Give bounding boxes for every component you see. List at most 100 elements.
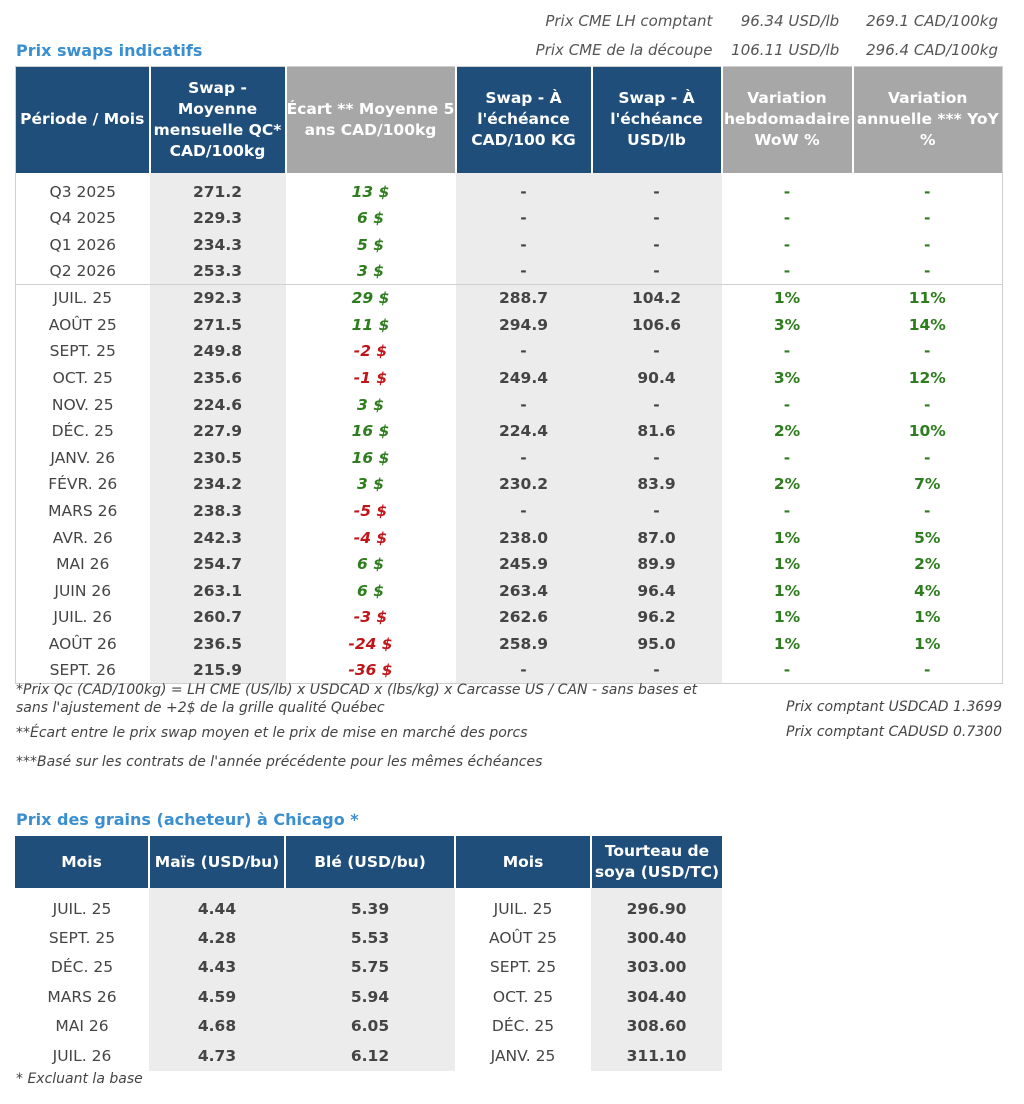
- soymeal-price-cell: 308.60: [591, 1011, 722, 1041]
- swap-avg-cell: 249.8: [149, 338, 286, 365]
- ecart-cell: 16 $: [351, 422, 390, 441]
- swap-usd-cell: 104.2: [591, 284, 722, 312]
- period-cell: MAI 26: [56, 555, 110, 574]
- ecart-cell: -5 $: [353, 501, 388, 520]
- grain-month-cell: MAI 26: [55, 1017, 109, 1036]
- wow-cell: 1%: [773, 634, 801, 653]
- ecart-cell: 16 $: [351, 448, 390, 467]
- cme-cutout-cad: 296.4 CAD/100kg: [866, 41, 998, 59]
- swap-cad-cell: -: [455, 497, 592, 525]
- period-cell: FÉVR. 26: [48, 475, 118, 494]
- table-row: JANV. 26 230.5 16 $ - - - -: [16, 444, 1003, 472]
- yoy-cell: -: [924, 182, 931, 201]
- yoy-cell: 10%: [908, 422, 946, 441]
- swap-avg-cell: 227.9: [149, 417, 286, 445]
- table-row: Q1 2026 234.3 5 $ - - - -: [16, 231, 1003, 259]
- grains-table-body: JUIL. 25 4.44 5.39 JUIL. 25 296.90 SEPT. 25 4.…: [15, 888, 722, 1071]
- usdcad-rate: Prix comptant USDCAD 1.3699: [786, 699, 1002, 715]
- soymeal-month-cell: JANV. 25: [490, 1046, 556, 1065]
- grain-col-wheat: Blé (USD/bu): [285, 836, 456, 888]
- swap-avg-cell: 230.5: [149, 444, 286, 472]
- table-row: JUIN 26 263.1 6 $ 263.4 96.4 1% 4%: [16, 577, 1003, 604]
- col-header-wow: Variation hebdomadaire WoW %: [721, 66, 854, 173]
- swap-usd-cell: 95.0: [591, 630, 722, 658]
- grain-col-month: Mois: [15, 836, 150, 888]
- wow-cell: 1%: [773, 581, 801, 600]
- swap-usd-cell: -: [591, 657, 722, 684]
- period-cell: AOÛT 26: [48, 634, 117, 653]
- swap-cad-cell: 262.6: [455, 604, 592, 631]
- note-qc-line1: *Prix Qc (CAD/100kg) = LH CME (US/lb) x …: [16, 682, 698, 698]
- wow-cell: 1%: [773, 528, 801, 547]
- swap-avg-cell: 234.3: [149, 231, 286, 259]
- swap-avg-cell: 292.3: [149, 284, 286, 312]
- ecart-cell: 3 $: [357, 395, 384, 414]
- swap-cad-cell: -: [455, 444, 592, 472]
- cme-cutout-label: Prix CME de la découpe: [535, 41, 713, 59]
- grain-month-cell: JUIL. 25: [52, 899, 112, 918]
- soymeal-price-cell: 311.10: [591, 1041, 722, 1071]
- period-cell: AOÛT 25: [48, 315, 117, 334]
- swap-cad-cell: 249.4: [455, 364, 592, 392]
- swap-usd-cell: 89.9: [591, 550, 722, 578]
- col-header-swap-avg: Swap - Moyenne mensuelle QC* CAD/100kg: [149, 66, 287, 173]
- swap-usd-cell: -: [591, 178, 722, 206]
- period-cell: JUIN 26: [54, 581, 112, 600]
- swap-avg-cell: 229.3: [149, 205, 286, 232]
- col-header-period: Période / Mois: [15, 66, 151, 173]
- table-row: JUIL. 25 4.44 5.39 JUIL. 25 296.90: [15, 888, 722, 923]
- corn-price-cell: 4.73: [149, 1041, 285, 1071]
- yoy-cell: 12%: [908, 368, 946, 387]
- cme-lh-cad: 269.1 CAD/100kg: [866, 12, 998, 30]
- swap-cad-cell: 238.0: [455, 524, 592, 551]
- table-row: SEPT. 25 249.8 -2 $ - - - -: [16, 338, 1003, 365]
- swap-cad-cell: -: [455, 205, 592, 232]
- wow-cell: 2%: [773, 422, 801, 441]
- period-cell: Q4 2025: [49, 209, 116, 228]
- wheat-price-cell: 5.53: [285, 923, 455, 953]
- swap-avg-cell: 263.1: [149, 577, 286, 604]
- wow-cell: 3%: [773, 315, 801, 334]
- swap-avg-cell: 271.2: [149, 178, 286, 206]
- wheat-price-cell: 5.94: [285, 982, 455, 1012]
- wheat-price-cell: 6.05: [285, 1011, 455, 1041]
- col-header-yoy: Variation annuelle *** YoY %: [852, 66, 1003, 173]
- yoy-cell: -: [924, 262, 931, 281]
- ecart-cell: -36 $: [348, 661, 393, 680]
- yoy-cell: 5%: [914, 528, 941, 547]
- yoy-cell: 2%: [914, 555, 941, 574]
- swaps-table: Période / Mois Swap - Moyenne mensuelle …: [15, 66, 1003, 685]
- grains-footnote: * Excluant la base: [16, 1071, 143, 1087]
- period-cell: SEPT. 26: [49, 661, 116, 680]
- cme-lh-label: Prix CME LH comptant: [545, 12, 713, 30]
- ecart-cell: 13 $: [351, 182, 390, 201]
- soymeal-month-cell: DÉC. 25: [491, 1017, 555, 1036]
- soymeal-price-cell: 296.90: [591, 888, 722, 923]
- yoy-cell: -: [924, 209, 931, 228]
- swap-cad-cell: 288.7: [455, 284, 592, 312]
- swap-cad-cell: -: [455, 338, 592, 365]
- swap-usd-cell: -: [591, 444, 722, 472]
- wow-cell: -: [783, 182, 791, 201]
- grains-section-title: Prix des grains (acheteur) à Chicago *: [16, 810, 359, 829]
- swaps-section-title: Prix swaps indicatifs: [16, 41, 203, 60]
- cme-lh-cash-price-line: Prix CME LH comptant 96.34 USD/lb 269.1 …: [332, 12, 998, 30]
- note-ecart: **Écart entre le prix swap moyen et le p…: [16, 725, 528, 741]
- swap-cad-cell: 258.9: [455, 630, 592, 658]
- col-header-swap-usd: Swap - À l'échéance USD/lb: [591, 66, 723, 173]
- period-cell: Q2 2026: [49, 262, 116, 281]
- table-row: AOÛT 25 271.5 11 $ 294.9 106.6 3% 14%: [16, 311, 1003, 339]
- ecart-cell: 3 $: [357, 262, 384, 281]
- table-row: FÉVR. 26 234.2 3 $ 230.2 83.9 2% 7%: [16, 471, 1003, 498]
- period-cell: DÉC. 25: [51, 422, 114, 441]
- swap-cad-cell: -: [455, 657, 592, 684]
- table-row: DÉC. 25 4.43 5.75 SEPT. 25 303.00: [15, 952, 722, 982]
- ecart-cell: 3 $: [357, 475, 384, 494]
- table-row: JUIL. 26 260.7 -3 $ 262.6 96.2 1% 1%: [16, 604, 1003, 631]
- note-qc-line2: sans l'ajustement de +2$ de la grille qu…: [16, 700, 385, 716]
- yoy-cell: -: [924, 661, 931, 680]
- ecart-cell: -2 $: [353, 342, 388, 361]
- soymeal-month-cell: AOÛT 25: [489, 928, 557, 947]
- ecart-cell: -3 $: [353, 608, 388, 627]
- yoy-cell: -: [924, 395, 931, 414]
